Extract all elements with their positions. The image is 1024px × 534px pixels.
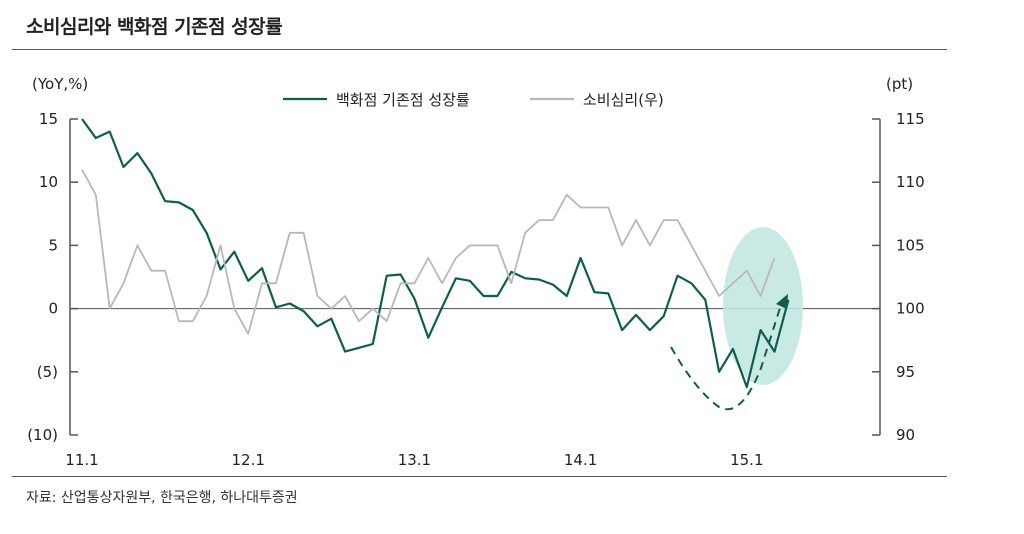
dept-store-growth-line: [81, 118, 790, 389]
left-tick-label: 5: [48, 236, 58, 254]
dashed-trend-arrow: [670, 307, 781, 411]
left-axis-unit: (YoY,%): [32, 75, 88, 93]
legend-label: 소비심리(우): [583, 91, 664, 109]
axes: 151050(5)(10)(YoY,%)1151101051009590(pt)…: [27, 75, 924, 469]
left-tick-label: (5): [37, 363, 58, 381]
title-divider: [12, 49, 947, 50]
annotation-layer: [670, 294, 788, 411]
x-tick-label: 15.1: [730, 451, 763, 469]
x-tick-label: 14.1: [564, 451, 597, 469]
highlight-ellipse: [723, 227, 803, 385]
right-axis-unit: (pt): [886, 75, 913, 93]
arrow-head: [776, 294, 788, 309]
legend-label: 백화점 기존점 성장률: [336, 91, 470, 109]
highlight-layer: [723, 227, 803, 385]
legend: 백화점 기존점 성장률 소비심리(우): [283, 91, 664, 109]
chart-title: 소비심리와 백화점 기존점 성장률: [26, 16, 283, 38]
left-tick-label: 10: [39, 173, 58, 191]
series-layer: [81, 118, 790, 389]
left-tick-label: (10): [27, 426, 58, 444]
x-tick-label: 13.1: [398, 451, 431, 469]
sentiment-line: [81, 169, 776, 335]
right-tick-label: 105: [896, 236, 925, 254]
source-note: 자료: 산업통상자원부, 한국은행, 하나대투증권: [26, 490, 298, 506]
right-tick-label: 115: [896, 110, 925, 128]
source-divider: [12, 476, 947, 477]
right-tick-label: 110: [896, 173, 925, 191]
x-tick-label: 11.1: [65, 451, 98, 469]
right-tick-label: 100: [896, 300, 925, 318]
left-tick-label: 15: [39, 110, 58, 128]
right-tick-label: 90: [896, 426, 915, 444]
x-tick-label: 12.1: [231, 451, 264, 469]
right-tick-label: 95: [896, 363, 915, 381]
left-tick-label: 0: [48, 300, 58, 318]
